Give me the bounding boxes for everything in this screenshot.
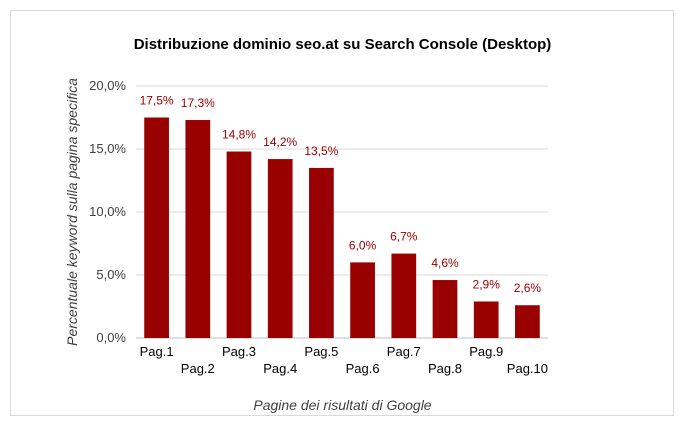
category-label: Pag.1 [140,344,174,359]
data-label: 2,9% [473,277,501,291]
category-label: Pag.4 [263,361,297,376]
y-tick-label: 5,0% [96,267,126,282]
data-label: 6,7% [390,230,418,244]
bar [185,120,211,339]
data-label: 17,5% [140,94,174,108]
x-axis-title: Pagine dei risultati di Google [253,397,432,413]
category-label: Pag.2 [181,361,215,376]
data-label: 14,2% [263,135,297,149]
data-label: 4,6% [431,256,459,270]
bar [309,167,334,338]
bar [515,305,540,338]
bar [350,262,375,338]
category-label: Pag.8 [428,361,462,376]
chart-title: Distribuzione dominio seo.at su Search C… [133,36,552,53]
category-label: Pag.3 [222,344,256,359]
bar [267,159,293,338]
bar [473,301,499,338]
data-label: 17,3% [181,96,215,110]
y-tick-label: 10,0% [89,204,126,219]
category-label: Pag.9 [469,344,503,359]
category-label: Pag.6 [346,361,380,376]
bar [144,117,169,338]
data-label: 14,8% [222,128,256,142]
chart-frame [10,10,674,416]
category-label: Pag.5 [304,344,338,359]
bar [226,151,252,338]
data-label: 6,0% [349,238,377,252]
category-label: Pag.7 [387,344,421,359]
category-label: Pag.10 [507,361,548,376]
y-tick-label: 15,0% [89,141,126,156]
data-label: 13,5% [304,144,338,158]
y-tick-label: 0,0% [96,330,126,345]
bar [391,253,417,338]
y-tick-label: 20,0% [89,78,126,93]
bar [432,280,458,338]
data-label: 2,6% [514,281,542,295]
